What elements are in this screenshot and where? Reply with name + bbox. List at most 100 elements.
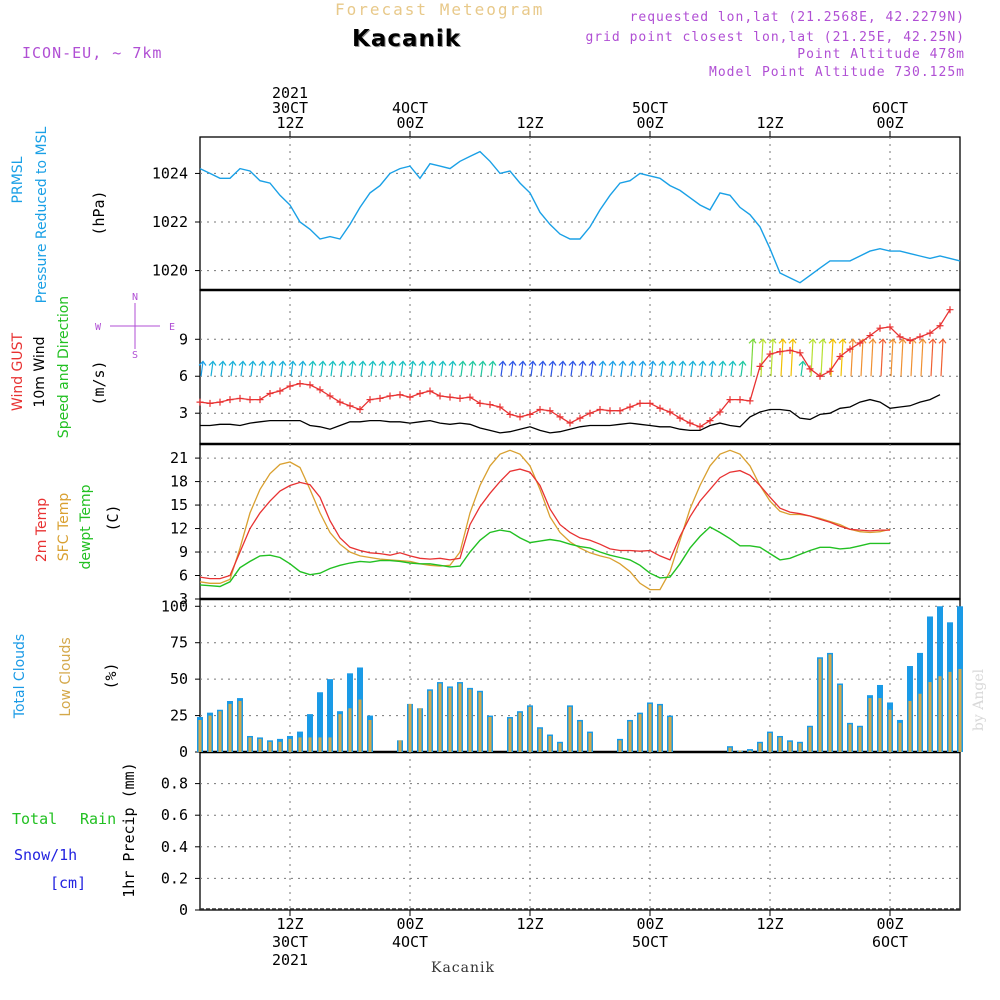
gust-marker [646,399,654,407]
wind-direction-arrow [458,360,467,377]
gust-marker [676,414,684,422]
wind-direction-arrow [398,360,407,377]
gust-marker [386,392,394,400]
snow-label: Snow/1h [14,846,77,864]
wind-arrow-shaft [390,361,394,377]
wind-arrow-head [878,338,887,344]
wind-direction-arrow [248,360,257,377]
wind-arrow-shaft [470,361,474,377]
wind-arrow-shaft [800,361,804,377]
wind-arrow-shaft [460,361,464,377]
ytick-label-p3: 21 [170,449,188,467]
wind-direction-arrow [268,360,277,377]
wind-arrow-head [638,360,647,366]
gust-marker [196,398,204,406]
compass-east: E [169,322,175,333]
point-altitude: Point Altitude 478m [797,47,965,62]
gust-marker [796,349,804,357]
wind-direction-arrow [738,360,747,377]
wind-arrow-head [808,338,817,344]
bottom-time-label: 00Z [396,915,423,933]
gust-marker [396,391,404,399]
low-clouds-bar [808,727,812,752]
ytick-label-p5: 0 [179,901,188,919]
gust-marker [766,350,774,358]
gust-marker [206,399,214,407]
ytick-label-p4: 0 [179,743,188,761]
low-clouds-bar [488,717,492,752]
ytick-label-p5: 0.8 [161,775,188,793]
wind-arrow-head [608,360,617,366]
gust-marker [886,323,894,331]
dewpt-temp-label: dewpt Temp [78,484,94,569]
grid-lines [195,131,960,916]
wind-arrow-shaft [500,361,504,377]
gust-marker [786,346,794,354]
wind-arrow-shaft [220,361,224,377]
low-clouds-bar [648,703,652,752]
gust-marker [666,408,674,416]
gust-marker [226,396,234,404]
wind-arrow-head [208,360,217,366]
wind-arrow-shaft [720,361,724,377]
wind-direction-arrow [408,360,417,377]
top-time-label: 00Z [636,114,663,132]
low-clouds-bar [318,737,322,752]
wind-arrow-head [438,360,447,366]
wind-direction-arrow [798,360,807,377]
ytick-label-p2: 3 [179,404,188,422]
wind-direction-arrow [658,360,667,377]
gust-marker [276,387,284,395]
wind-arrow-head [588,360,597,366]
wind-direction-arrow [928,338,937,377]
ytick-label-p4: 50 [170,670,188,688]
wind-arrow-shaft [310,361,314,377]
ytick-label-p3: 9 [179,543,188,561]
wind-direction-arrow [608,360,617,377]
bottom-time-label: 30CT [272,933,308,951]
wind-arrow-shaft [620,361,624,377]
low-clouds-bar [428,690,432,752]
wind-direction-arrow [498,360,507,377]
sfc-temp-line [199,449,891,591]
wind-arrow-head [918,338,927,344]
wind-arrow-shaft [870,339,874,377]
wind-arrow-head [328,360,337,366]
wind-arrow-shaft [910,339,914,377]
wind-arrow-shaft [600,361,604,377]
wind-arrow-shaft [830,339,834,377]
wind-arrow-head [798,360,807,366]
low-clouds-bar [828,654,832,752]
gust-marker [716,408,724,416]
wind-direction-arrow [538,360,547,377]
chart-marks [196,150,963,910]
wind-arrow-head [568,360,577,366]
wind-direction-arrow [728,360,737,377]
low-clouds-bar [398,740,402,752]
wind-direction-arrow [308,360,317,377]
low-clouds-bar [258,738,262,752]
requested-coordinates: requested lon,lat (21.2568E, 42.2279N) [629,10,965,25]
wind-arrow-shaft [710,361,714,377]
low-clouds-bar [478,692,482,752]
gust-marker [726,396,734,404]
wind-arrow-head [628,360,637,366]
prmsl-line [199,150,961,284]
wind-arrow-head [848,338,857,344]
wind-arrow-head [248,360,257,366]
wind-direction-arrow [888,338,897,377]
low-clouds-bar [558,743,562,752]
wind-arrow-shaft [630,361,634,377]
wind-arrow-head [428,360,437,366]
gust-marker [436,392,444,400]
wind-direction-arrow [918,338,927,377]
total-clouds-bar [307,714,313,752]
wind-arrow-head [358,360,367,366]
wind-arrow-shaft [750,339,754,377]
wind-direction-arrow [228,360,237,377]
panel-frame-1 [199,136,961,291]
low-clouds-bar [268,741,272,752]
gust-marker [336,398,344,406]
wind-arrow-shaft [240,361,244,377]
low-clouds-bar [288,738,292,752]
